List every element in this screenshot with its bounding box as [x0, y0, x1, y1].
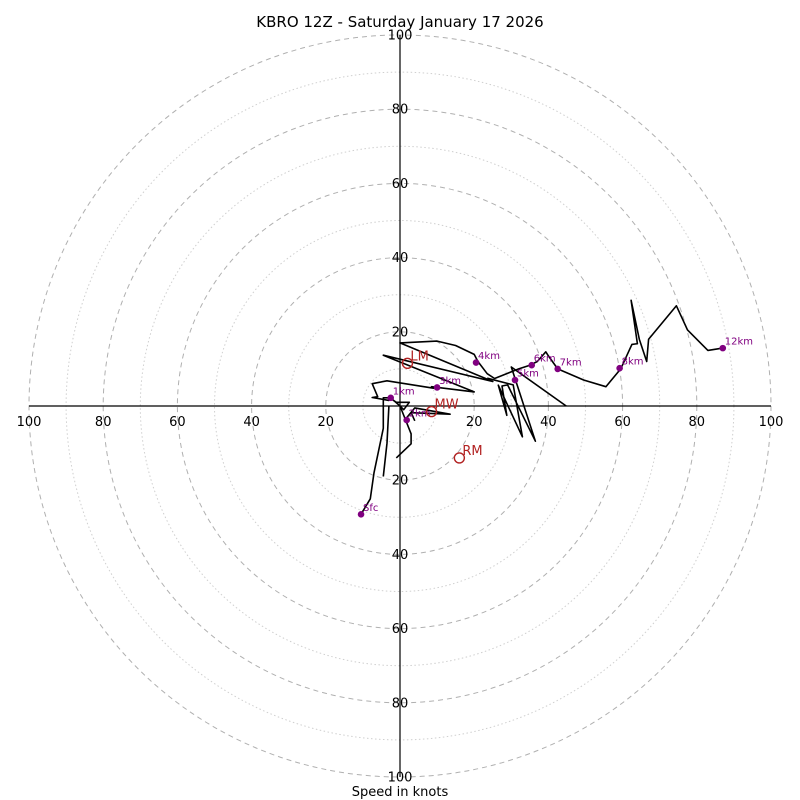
hodograph-line-segment-2	[382, 405, 390, 477]
tick-label-left-80: 80	[95, 415, 112, 430]
tick-label-left-40: 40	[243, 415, 260, 430]
height-marker-label-Sfc: Sfc	[363, 503, 378, 514]
storm-motion-label-RM: RM	[462, 444, 482, 459]
tick-label-bottom-80: 80	[392, 696, 409, 711]
tick-label-left-20: 20	[318, 415, 335, 430]
tick-label-right-20: 20	[466, 415, 483, 430]
storm-motion-label-MW: MW	[435, 398, 459, 413]
storm-motion-marker-RM	[453, 452, 466, 464]
height-marker-label-12km: 12km	[725, 337, 753, 348]
height-marker-point-8km	[616, 364, 623, 372]
hodograph-line	[360, 299, 723, 515]
tick-label-top-20: 20	[392, 325, 409, 340]
height-marker-label-2km: 2km	[409, 409, 431, 420]
storm-motion-marker-LM	[401, 357, 414, 370]
height-marker-label-7km: 7km	[560, 357, 582, 368]
hodograph-trace	[360, 299, 723, 515]
tick-label-right-100: 100	[759, 415, 784, 430]
height-marker-point-7km	[554, 365, 561, 373]
height-marker-label-8km: 8km	[622, 357, 644, 368]
height-marker-point-Sfc	[357, 511, 365, 518]
storm-motions: LM MW RM	[401, 349, 483, 464]
chart-title: KBRO 12Z - Saturday January 17 2026	[256, 13, 543, 31]
height-marker-point-5km	[511, 376, 519, 384]
tick-label-bottom-20: 20	[392, 474, 409, 489]
hodograph-line-segment-1	[404, 407, 451, 422]
height-marker-label-3km: 3km	[439, 376, 461, 387]
tick-label-top-100: 100	[388, 29, 413, 44]
height-marker-label-1km: 1km	[393, 386, 415, 397]
axis-tick-labels: 20 40 60 80 100 20 40 60 80 100 100 80 60 40 20 20 40 60 8…	[17, 29, 784, 786]
tick-label-bottom-60: 60	[392, 622, 409, 637]
height-marker-label-6km: 6km	[534, 354, 556, 365]
height-marker-point-3km	[433, 384, 441, 391]
tick-label-right-80: 80	[689, 415, 706, 430]
height-marker-point-12km	[719, 344, 727, 352]
tick-label-bottom-100: 100	[388, 771, 413, 786]
height-markers: Sfc 1km 2km 3km 4km 5km 6km 7km 8km 12km	[357, 337, 753, 518]
tick-label-left-100: 100	[17, 415, 42, 430]
height-marker-point-2km	[403, 416, 410, 424]
height-marker-label-4km: 4km	[478, 351, 500, 362]
height-marker-point-4km	[472, 359, 480, 366]
height-marker-point-1km	[387, 394, 395, 402]
tick-label-bottom-40: 40	[392, 548, 409, 563]
storm-motion-label-LM: LM	[410, 349, 428, 364]
storm-motion-marker-MW	[425, 405, 438, 418]
tick-label-right-60: 60	[614, 415, 631, 430]
x-axis-label: Speed in knots	[352, 785, 449, 800]
hodograph-line-segment-4	[487, 366, 567, 443]
tick-label-right-40: 40	[540, 415, 557, 430]
height-marker-point-6km	[528, 361, 536, 369]
tick-label-top-40: 40	[392, 251, 409, 266]
tick-label-top-80: 80	[392, 103, 409, 118]
tick-label-top-60: 60	[392, 177, 409, 192]
height-marker-label-5km: 5km	[517, 369, 539, 380]
tick-label-left-60: 60	[169, 415, 186, 430]
